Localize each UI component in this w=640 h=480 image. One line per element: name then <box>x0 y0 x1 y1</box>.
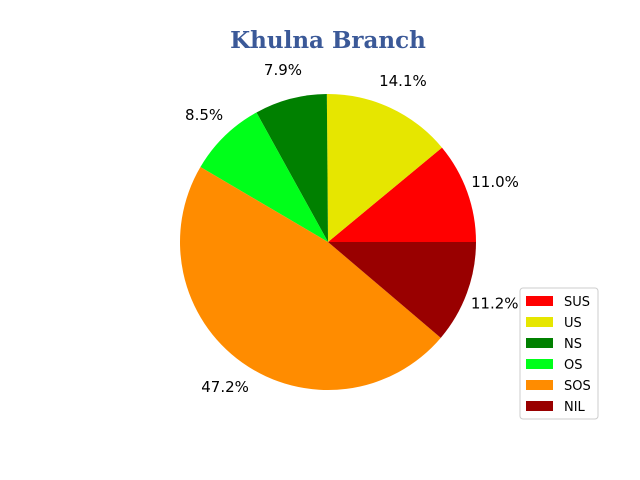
legend-swatch-sus <box>526 296 553 306</box>
legend-item-nil: NIL <box>526 400 586 415</box>
pie-slice-sus <box>328 147 476 242</box>
legend-item-os: OS <box>526 358 582 373</box>
pie-slice-sos <box>179 166 441 391</box>
legend-label-os: OS <box>564 358 582 373</box>
legend-item-ns: NS <box>526 337 582 352</box>
legend-item-sus: SUS <box>526 295 590 310</box>
legend-label-sus: SUS <box>564 295 590 310</box>
pie-slice-nil <box>328 242 476 338</box>
legend-label-nil: NIL <box>564 400 586 415</box>
percent-label-us: 14.1% <box>379 72 427 90</box>
percent-label-nil: 11.2% <box>471 294 519 312</box>
legend-label-ns: NS <box>564 337 582 352</box>
legend-label-sos: SOS <box>564 379 591 394</box>
pie-percent-labels: 11.0% 14.1% 7.9% 8.5% 47.2% 11.2% <box>185 61 519 396</box>
chart-title: Khulna Branch <box>230 27 426 54</box>
percent-label-sos: 47.2% <box>201 378 249 396</box>
legend-swatch-sos <box>526 380 553 390</box>
pie-slice-os <box>200 112 328 243</box>
legend-item-sos: SOS <box>526 379 591 394</box>
legend-swatch-nil <box>526 401 553 411</box>
percent-label-sus: 11.0% <box>471 173 519 191</box>
legend-label-us: US <box>564 316 582 331</box>
chart-legend: SUS US NS OS SOS NIL <box>519 287 599 420</box>
pie-slice-ns <box>256 94 328 242</box>
percent-label-os: 8.5% <box>185 106 223 124</box>
legend-items: SUS US NS OS SOS NIL <box>526 295 591 415</box>
legend-swatch-ns <box>526 338 553 348</box>
legend-swatch-us <box>526 317 553 327</box>
legend-item-us: US <box>526 316 582 331</box>
percent-label-ns: 7.9% <box>264 61 302 79</box>
pie-slices <box>179 94 476 391</box>
legend-swatch-os <box>526 359 553 369</box>
pie-slice-us <box>326 94 442 242</box>
